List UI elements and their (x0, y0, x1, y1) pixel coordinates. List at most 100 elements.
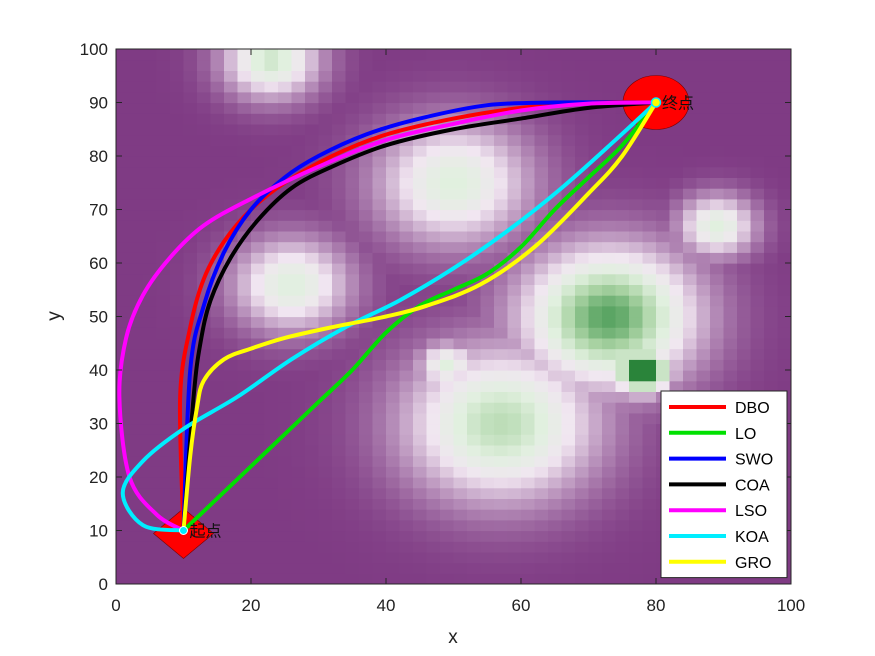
heatmap-cell (129, 263, 144, 275)
heatmap-cell (548, 423, 563, 435)
heatmap-cell (602, 573, 617, 584)
heatmap-cell (332, 198, 347, 211)
heatmap-cell (561, 49, 576, 61)
heatmap-cell (453, 209, 468, 221)
heatmap-cell (278, 466, 293, 478)
heatmap-cell (210, 49, 225, 61)
heatmap-cell (305, 562, 320, 574)
heatmap-cell (440, 498, 455, 510)
heatmap-cell (507, 573, 522, 584)
heatmap-cell (318, 198, 333, 211)
heatmap-cell (669, 305, 684, 318)
heatmap-cell (615, 49, 630, 61)
heatmap-cell (210, 327, 225, 339)
heatmap-cell (426, 530, 441, 542)
heatmap-cell (305, 49, 320, 61)
heatmap-cell (561, 91, 576, 104)
heatmap-cell (224, 49, 239, 61)
heatmap-cell (399, 359, 414, 371)
heatmap-cell (345, 444, 360, 457)
heatmap-cell (453, 541, 468, 553)
heatmap-cell (291, 59, 306, 71)
heatmap-cell (170, 49, 185, 61)
heatmap-cell (129, 455, 144, 467)
heatmap-cell (224, 220, 239, 232)
heatmap-cell (737, 156, 752, 168)
heatmap-cell (750, 123, 765, 136)
heatmap-cell (521, 166, 536, 178)
heatmap-cell (224, 166, 239, 178)
heatmap-cell (143, 134, 158, 146)
heatmap-cell (494, 198, 509, 211)
heatmap-cell (413, 423, 428, 435)
heatmap-cell (669, 49, 684, 61)
heatmap-cell (291, 49, 306, 61)
heatmap-cell (629, 551, 644, 564)
heatmap-cell (642, 498, 657, 510)
heatmap-cell (318, 81, 333, 93)
heatmap-cell (156, 359, 171, 371)
heatmap-cell (777, 241, 791, 253)
heatmap-cell (750, 91, 765, 104)
heatmap-cell (480, 70, 495, 82)
heatmap-cell (251, 156, 266, 168)
heatmap-cell (291, 466, 306, 478)
heatmap-cell (750, 198, 765, 211)
heatmap-cell (345, 102, 360, 114)
heatmap-cell (777, 59, 791, 71)
heatmap-cell (656, 59, 671, 71)
heatmap-cell (453, 444, 468, 457)
heatmap-cell (399, 177, 414, 189)
heatmap-cell (575, 305, 590, 318)
heatmap-cell (737, 273, 752, 285)
heatmap-cell (386, 263, 401, 275)
heatmap-cell (575, 562, 590, 574)
heatmap-cell (575, 391, 590, 403)
heatmap-cell (359, 241, 374, 253)
heatmap-cell (305, 412, 320, 425)
heatmap-cell (129, 380, 144, 392)
heatmap-cell (224, 423, 239, 435)
heatmap-cell (305, 70, 320, 82)
heatmap-cell (399, 573, 414, 584)
heatmap-cell (440, 348, 455, 360)
heatmap-cell (426, 70, 441, 82)
heatmap-cell (521, 230, 536, 243)
heatmap-cell (710, 327, 725, 339)
heatmap-cell (116, 327, 131, 339)
heatmap-cell (588, 487, 603, 499)
heatmap-cell (494, 327, 509, 339)
heatmap-cell (116, 81, 131, 93)
heatmap-cell (737, 123, 752, 136)
heatmap-cell (764, 230, 779, 243)
heatmap-cell (251, 177, 266, 189)
heatmap-cell (615, 156, 630, 168)
heatmap-cell (332, 573, 347, 584)
heatmap-cell (575, 284, 590, 296)
heatmap-cell (777, 156, 791, 168)
heatmap-cell (372, 402, 387, 414)
heatmap-cell (345, 391, 360, 403)
heatmap-cell (737, 241, 752, 253)
heatmap-cell (548, 519, 563, 532)
heatmap-cell (683, 91, 698, 104)
heatmap-cell (602, 423, 617, 435)
heatmap-cell (413, 530, 428, 542)
heatmap-cell (251, 220, 266, 232)
heatmap-cell (170, 252, 185, 264)
heatmap-cell (305, 188, 320, 200)
heatmap-cell (399, 198, 414, 211)
heatmap-cell (170, 145, 185, 157)
heatmap-cell (494, 263, 509, 275)
heatmap-cell (291, 402, 306, 414)
heatmap-cell (480, 509, 495, 521)
heatmap-cell (251, 49, 266, 61)
heatmap-cell (399, 477, 414, 489)
heatmap-cell (386, 348, 401, 360)
heatmap-cell (129, 70, 144, 82)
heatmap-cell (737, 295, 752, 307)
heatmap-cell (656, 573, 671, 584)
heatmap-cell (696, 380, 711, 392)
heatmap-cell (507, 402, 522, 414)
heatmap-cell (386, 444, 401, 457)
